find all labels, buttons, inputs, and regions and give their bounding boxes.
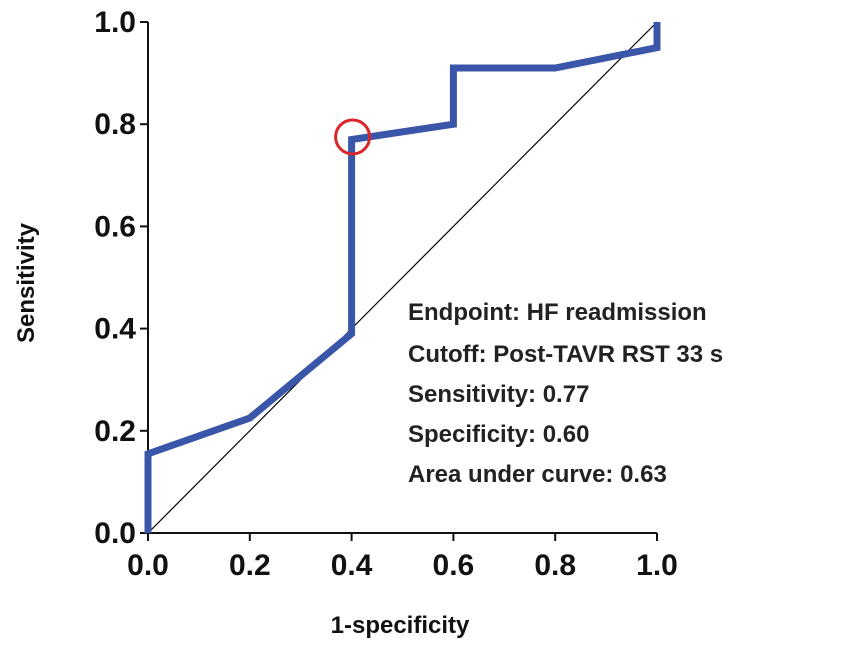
- tick-labels: 0.0 0.2 0.4 0.6 0.8 1.0 0.0 0.2 0.4 0.6 0.8 1.0: [94, 6, 678, 582]
- y-tick-label: 0.2: [94, 415, 136, 448]
- x-tick-label: 0.6: [433, 549, 475, 582]
- x-axis-title: 1-specificity: [331, 612, 470, 639]
- x-tick-label: 0.8: [534, 549, 576, 582]
- x-tick-label: 1.0: [636, 549, 678, 582]
- cutoff-circle: [334, 118, 372, 156]
- annotation-specificity: Specificity: 0.60: [408, 421, 589, 448]
- x-tick-label: 0.2: [229, 549, 271, 582]
- y-tick-label: 0.6: [94, 210, 136, 243]
- y-axis-title: Sensitivity: [13, 222, 40, 343]
- reference-line: [147, 21, 658, 534]
- annotation-auc: Area under curve: 0.63: [408, 461, 667, 488]
- y-tick-label: 1.0: [94, 6, 136, 39]
- roc-series: [144, 21, 661, 534]
- axes: [140, 21, 658, 541]
- annotation-endpoint: Endpoint: HF readmission: [408, 299, 707, 326]
- x-tick-label: 0.0: [127, 549, 169, 582]
- reference-diagonal: [147, 21, 658, 534]
- x-tick-label: 0.4: [331, 549, 373, 582]
- cutoff-marker: [334, 118, 372, 156]
- y-tick-label: 0.8: [94, 108, 136, 141]
- annotation-text-block: Endpoint: HF readmission Cutoff: Post-TA…: [408, 299, 723, 488]
- annotation-sensitivity: Sensitivity: 0.77: [408, 381, 589, 408]
- roc-curve: [144, 22, 661, 533]
- annotation-cutoff: Cutoff: Post-TAVR RST 33 s: [408, 341, 723, 368]
- y-tick-label: 0.4: [94, 313, 136, 346]
- y-tick-label: 0.0: [94, 517, 136, 550]
